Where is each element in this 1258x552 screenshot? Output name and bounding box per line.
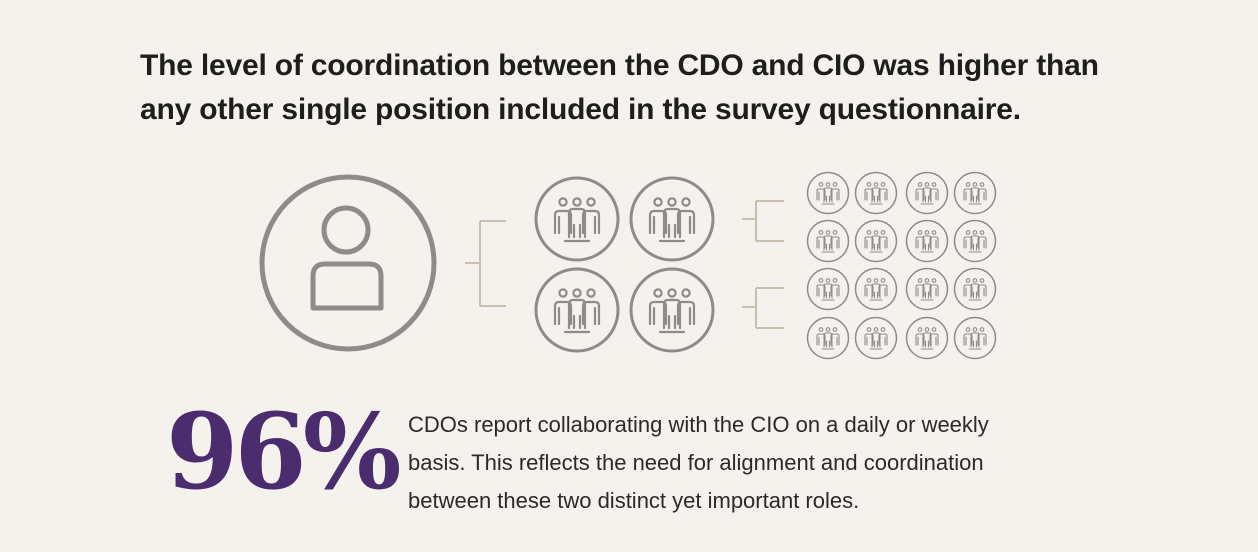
- connector-bracket: [742, 287, 784, 329]
- group-of-three-icon: [806, 267, 850, 311]
- group-of-three-icon: [905, 316, 949, 360]
- group-of-three-icon: [854, 316, 898, 360]
- group-of-three-icon: [854, 267, 898, 311]
- description-line-1: CDOs report collaborating with the CIO o…: [408, 412, 989, 437]
- group-of-three-icon: [905, 219, 949, 263]
- group-of-three-icon: [953, 267, 997, 311]
- connector-bracket: [742, 200, 784, 242]
- group-of-three-icon: [806, 171, 850, 215]
- connector-bracket: [465, 220, 506, 307]
- group-of-three-icon: [806, 219, 850, 263]
- description-line-2: basis. This reflects the need for alignm…: [408, 450, 984, 475]
- stat-description: CDOs report collaborating with the CIO o…: [408, 406, 1108, 520]
- group-of-three-icon: [905, 171, 949, 215]
- group-of-three-icon: [854, 219, 898, 263]
- group-of-three-icon: [534, 176, 620, 262]
- small-group-icons: [806, 171, 997, 360]
- group-of-three-icon: [629, 267, 715, 353]
- medium-group-icons: [534, 176, 715, 353]
- headline-line-2: any other single position included in th…: [140, 93, 1021, 126]
- group-of-three-icon: [953, 316, 997, 360]
- description-line-3: between these two distinct yet important…: [408, 488, 860, 513]
- group-of-three-icon: [534, 267, 620, 353]
- group-of-three-icon: [953, 219, 997, 263]
- headline-line-1: The level of coordination between the CD…: [140, 49, 1099, 82]
- stat-value: 96%: [166, 390, 402, 513]
- group-of-three-icon: [806, 316, 850, 360]
- group-of-three-icon: [629, 176, 715, 262]
- group-of-three-icon: [905, 267, 949, 311]
- group-of-three-icon: [854, 171, 898, 215]
- headline: The level of coordination between the CD…: [140, 44, 1130, 132]
- coordination-graphic: [259, 171, 997, 360]
- person-icon: [259, 174, 437, 352]
- group-of-three-icon: [953, 171, 997, 215]
